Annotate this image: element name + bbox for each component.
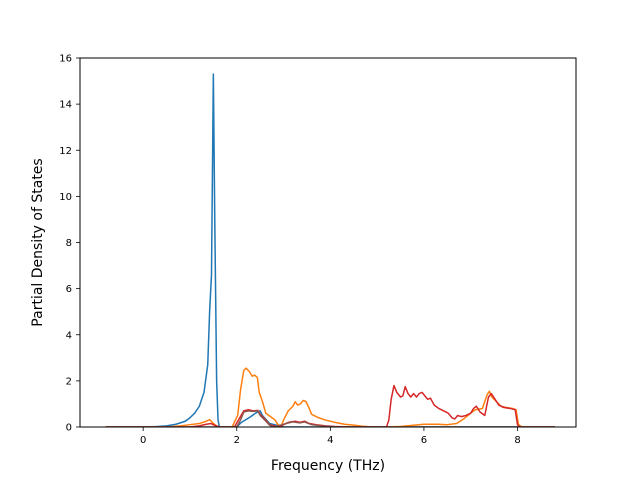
- x-tick-label: 2: [234, 435, 240, 446]
- y-tick-label: 0: [66, 423, 72, 434]
- y-tick-label: 10: [59, 192, 72, 203]
- y-tick-label: 16: [59, 54, 72, 65]
- y-tick-label: 14: [59, 100, 72, 111]
- x-tick-label: 0: [140, 435, 146, 446]
- y-tick-label: 12: [59, 146, 72, 157]
- x-tick-label: 8: [514, 435, 520, 446]
- x-tick-label: 6: [421, 435, 427, 446]
- series-layer: [105, 73, 555, 427]
- y-tick-label: 8: [66, 238, 72, 249]
- y-tick-label: 4: [66, 330, 72, 341]
- x-tick-label: 4: [327, 435, 333, 446]
- y-tick-label: 2: [66, 376, 72, 387]
- y-axis: 0 2 4 6 8 10 12 14 16: [59, 54, 80, 434]
- y-tick-label: 6: [66, 284, 72, 295]
- y-axis-label: Partial Density of States: [30, 158, 46, 326]
- series-line-2: [105, 367, 555, 427]
- x-axis-label: Frequency (THz): [271, 458, 385, 474]
- series-line-1: [105, 73, 555, 427]
- x-axis: 0 2 4 6 8: [140, 427, 521, 446]
- series-line-4: [105, 410, 555, 427]
